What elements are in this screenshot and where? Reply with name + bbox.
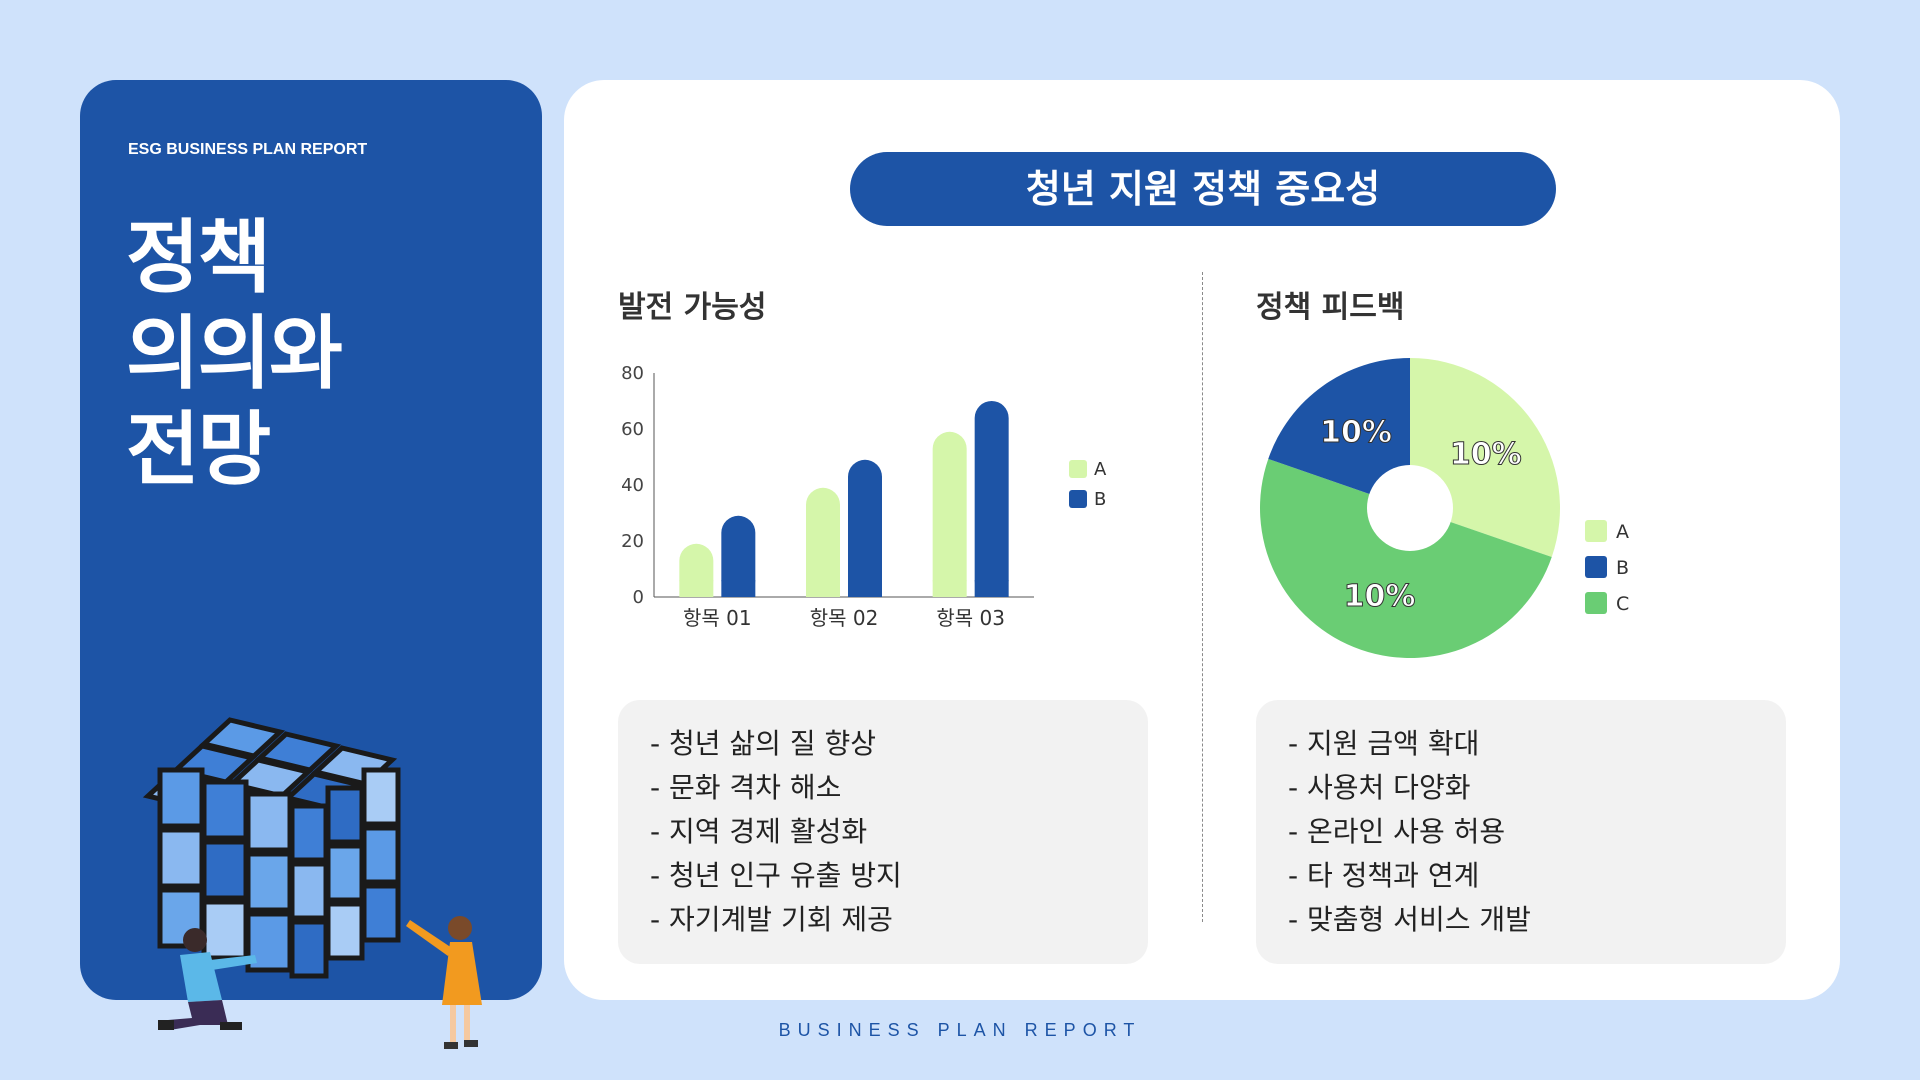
bar-chart: 0 20 40 60 80 항목 01 항목 02 항목 03 AB — [621, 363, 1107, 630]
bar-a-3 — [932, 431, 967, 597]
right-list: - 지원 금액 확대 - 사용처 다양화 - 온라인 사용 허용 - 타 정책과… — [1288, 722, 1786, 942]
bar-base — [679, 580, 714, 597]
slice-b — [1268, 358, 1410, 508]
bar-b-1 — [721, 515, 756, 597]
bar-b-2 — [848, 459, 882, 597]
title-line-2: 의의와 — [126, 307, 343, 400]
list-item: - 타 정책과 연계 — [1288, 859, 1480, 892]
footer-text: BUSINESS PLAN REPORT — [778, 1020, 1142, 1040]
y-tick-label: 20 — [621, 531, 644, 552]
x-tick-label: 항목 02 — [810, 606, 879, 630]
title-line-1: 정책 — [126, 211, 271, 304]
right-heading: 정책 피드백 — [1256, 290, 1405, 325]
report-kicker: ESG BUSINESS PLAN REPORT — [128, 141, 368, 158]
legend-label: A — [1094, 459, 1107, 480]
list-item: - 자기계발 기회 제공 — [650, 903, 893, 936]
bar-base — [806, 580, 840, 597]
title-line-3: 전망 — [126, 403, 271, 496]
list-item: - 온라인 사용 허용 — [1288, 815, 1506, 848]
left-list: - 청년 삶의 질 향상 - 문화 격차 해소 - 지역 경제 활성화 - 청년… — [650, 722, 1148, 942]
bar-base — [932, 580, 967, 597]
bar-base — [974, 580, 1009, 597]
slice-label: 10% — [1320, 415, 1392, 450]
main-card: 청년 지원 정책 중요성 발전 가능성 정책 피드백 0 20 40 60 80 항목 0… — [564, 80, 1840, 1000]
slice-label: 10% — [1450, 437, 1522, 472]
bar-a-2 — [806, 487, 840, 597]
section-title: 정책 의의와 전망 — [126, 210, 343, 498]
y-tick-label: 60 — [621, 419, 644, 440]
list-item: - 청년 삶의 질 향상 — [650, 727, 877, 760]
donut-chart: 10% 10% 10% ABC — [1260, 358, 1629, 658]
header-pill: 청년 지원 정책 중요성 — [850, 152, 1556, 226]
legend-label: C — [1616, 593, 1629, 615]
legend-swatch-a — [1069, 460, 1087, 478]
left-heading: 발전 가능성 — [618, 290, 767, 325]
y-tick-label: 40 — [621, 475, 644, 496]
rubiks-cube-illustration — [142, 717, 482, 1049]
bar-base — [721, 580, 756, 597]
legend-label: B — [1094, 489, 1106, 510]
list-item: - 문화 격차 해소 — [650, 771, 842, 804]
legend-label: B — [1616, 557, 1629, 579]
legend-swatch-c — [1585, 592, 1607, 614]
legend-swatch-a — [1585, 520, 1607, 542]
bar-b-3 — [974, 401, 1009, 597]
legend-label: A — [1616, 521, 1629, 543]
left-list-box: - 청년 삶의 질 향상 - 문화 격차 해소 - 지역 경제 활성화 - 청년… — [618, 700, 1148, 964]
man-figure-icon — [158, 928, 257, 1030]
y-tick-label: 80 — [621, 363, 644, 384]
slice-c — [1260, 458, 1552, 658]
legend-swatch-b — [1069, 490, 1087, 508]
donut-hole — [1367, 465, 1453, 551]
list-item: - 청년 인구 유출 방지 — [650, 859, 902, 892]
list-item: - 지원 금액 확대 — [1288, 727, 1480, 760]
woman-figure-icon — [406, 916, 482, 1049]
list-item: - 지역 경제 활성화 — [650, 815, 868, 848]
legend-swatch-b — [1585, 556, 1607, 578]
slice-label: 10% — [1344, 579, 1416, 614]
x-tick-label: 항목 03 — [936, 606, 1005, 630]
y-tick-label: 0 — [633, 587, 644, 608]
list-item: - 맞춤형 서비스 개발 — [1288, 903, 1531, 936]
right-list-box: - 지원 금액 확대 - 사용처 다양화 - 온라인 사용 허용 - 타 정책과… — [1256, 700, 1786, 964]
cube-icon — [142, 717, 401, 979]
list-item: - 사용처 다양화 — [1288, 771, 1471, 804]
bar-base — [848, 580, 882, 597]
divider — [1202, 272, 1203, 922]
x-tick-label: 항목 01 — [683, 606, 752, 630]
